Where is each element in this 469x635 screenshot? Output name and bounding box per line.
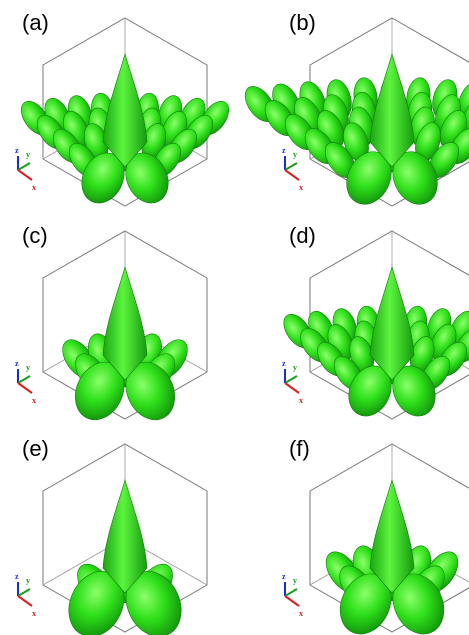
axis-y [18,163,30,170]
axis-y [18,376,30,383]
axis-y [18,589,30,596]
axis-label-z: z [282,359,286,368]
axis-y [285,589,297,596]
panel-label: (e) [22,436,49,461]
axis-label-x: x [299,609,303,618]
axis-label-y: y [293,363,297,372]
axis-x [285,383,299,393]
axis-label-z: z [282,146,286,155]
dendrite [56,267,194,428]
axis-label-y: y [26,363,30,372]
dendrite [15,54,234,210]
dendrite-tip [103,54,147,167]
panel-label: (f) [289,436,310,461]
axis-label-x: x [32,609,36,618]
axis-label-z: z [282,572,286,581]
axis-label-y: y [26,150,30,159]
axis-y [285,163,297,170]
axis-label-y: y [293,150,297,159]
panel-label: (b) [289,10,316,35]
panel-label: (d) [289,223,316,248]
dendrite [278,267,469,423]
axis-label-y: y [293,576,297,585]
axis-label-x: x [299,396,303,405]
dendrite [319,480,465,635]
axis-label-z: z [15,572,19,581]
figure: (a)zyx(b)zyx(c)zyx(d)zyx(e)zyx(f)zyx [0,0,469,635]
dendrite [59,480,192,635]
axis-label-z: z [15,146,19,155]
panel-label: (c) [22,223,48,248]
axis-label-x: x [299,183,303,192]
axis-x [285,596,299,606]
axis-x [18,170,32,180]
axis-label-x: x [32,183,36,192]
axis-label-x: x [32,396,36,405]
axis-x [18,596,32,606]
dendrite-tip [370,54,414,167]
axis-label-y: y [26,576,30,585]
axis-x [18,383,32,393]
axis-label-z: z [15,359,19,368]
panel-label: (a) [22,10,49,35]
axis-x [285,170,299,180]
dendrite-tip [370,267,414,380]
axis-y [285,376,297,383]
dendrite [239,54,469,212]
